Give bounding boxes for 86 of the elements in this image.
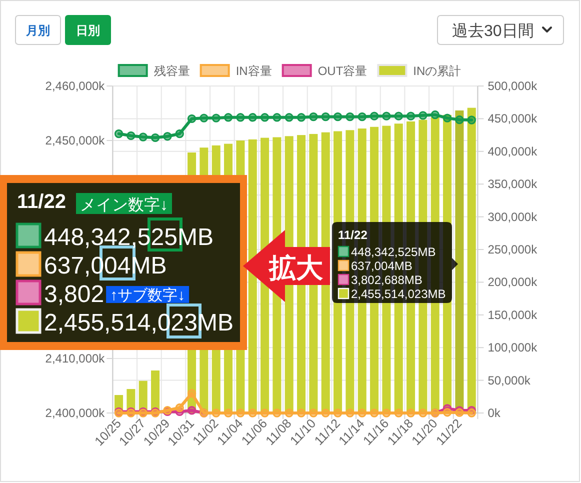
point	[418, 111, 428, 120]
point	[138, 132, 148, 142]
point	[455, 115, 464, 124]
y2-tick-label: 250,000k	[488, 242, 538, 256]
point	[284, 408, 294, 418]
point	[370, 408, 379, 418]
y-tick-label: 2,450,000k	[45, 134, 106, 148]
point	[406, 112, 416, 120]
annotation: 3,802,688MB	[351, 273, 422, 287]
y-tick-label: 2,400,000k	[45, 406, 106, 420]
point	[406, 408, 416, 418]
point	[358, 112, 366, 122]
y2-tick-label: 200,000k	[488, 275, 538, 290]
annotation: 2,455,514,023MB	[351, 287, 446, 301]
y2-tick-label: 100,000k	[488, 340, 538, 355]
dropdown: 過去30日間	[437, 15, 564, 45]
y2-tick-label: 150,000k	[488, 308, 538, 322]
y2-tick-label: 50,000k	[488, 373, 532, 388]
point	[260, 113, 270, 122]
point	[346, 408, 354, 418]
y-tick-label: 2,460,000k	[45, 79, 106, 93]
point	[394, 112, 403, 120]
y2-tick-label: 500,000k	[488, 79, 538, 93]
point	[296, 113, 306, 122]
point	[163, 132, 172, 141]
annotation: 11/22	[338, 228, 368, 242]
point	[467, 408, 476, 418]
point	[309, 112, 318, 122]
point	[187, 389, 196, 398]
point	[224, 113, 233, 122]
point	[382, 408, 391, 418]
point	[187, 406, 196, 415]
point	[284, 113, 294, 122]
point	[236, 113, 245, 122]
point	[175, 403, 184, 412]
point	[272, 113, 282, 122]
point	[224, 408, 233, 418]
point	[236, 408, 245, 418]
button-monthly: 月別	[15, 15, 61, 45]
point	[175, 129, 184, 138]
y-tick-label: 2,410,000k	[45, 352, 106, 366]
point	[187, 114, 196, 124]
annotation: 拡大	[268, 253, 324, 283]
point	[333, 112, 342, 122]
point	[382, 112, 391, 120]
point	[296, 408, 306, 418]
point	[346, 112, 354, 122]
point	[394, 408, 403, 418]
point	[467, 116, 476, 124]
point	[370, 112, 379, 120]
point	[114, 129, 124, 138]
point	[272, 408, 282, 418]
annotation: 448,342,525MB	[44, 224, 214, 251]
point	[150, 133, 160, 142]
y2-tick-label: 400,000k	[488, 144, 538, 158]
y2-tick-label: 350,000k	[488, 177, 538, 192]
legend-label: 残容量	[154, 64, 190, 78]
y2-tick-label: 300,000k	[488, 210, 538, 224]
point	[248, 113, 257, 122]
legend-label: IN容量	[236, 64, 272, 78]
annotation: メイン数字↓	[80, 196, 168, 214]
point	[212, 114, 220, 122]
point	[200, 114, 208, 122]
point	[321, 408, 330, 418]
point	[358, 408, 366, 418]
point	[442, 114, 452, 122]
point	[333, 408, 342, 418]
point	[321, 112, 330, 122]
legend-label: OUT容量	[318, 64, 368, 78]
button-daily: 日別	[65, 15, 111, 45]
annotation: ↑サブ数字↓	[110, 287, 186, 304]
legend-label: INの累計	[413, 64, 462, 78]
text: 3,802	[44, 281, 104, 308]
point	[248, 408, 257, 418]
y2-tick-label: 0k	[488, 406, 502, 420]
annotation: 448,342,525MB	[351, 245, 436, 259]
point	[442, 408, 452, 417]
y2-tick-label: 450,000k	[488, 112, 538, 126]
point	[126, 131, 136, 140]
point	[418, 408, 428, 418]
point	[212, 408, 220, 418]
point	[430, 110, 440, 120]
text: 11/22	[17, 191, 66, 213]
point	[309, 408, 318, 418]
point	[260, 408, 270, 418]
annotation: 637,004MB	[351, 259, 412, 273]
